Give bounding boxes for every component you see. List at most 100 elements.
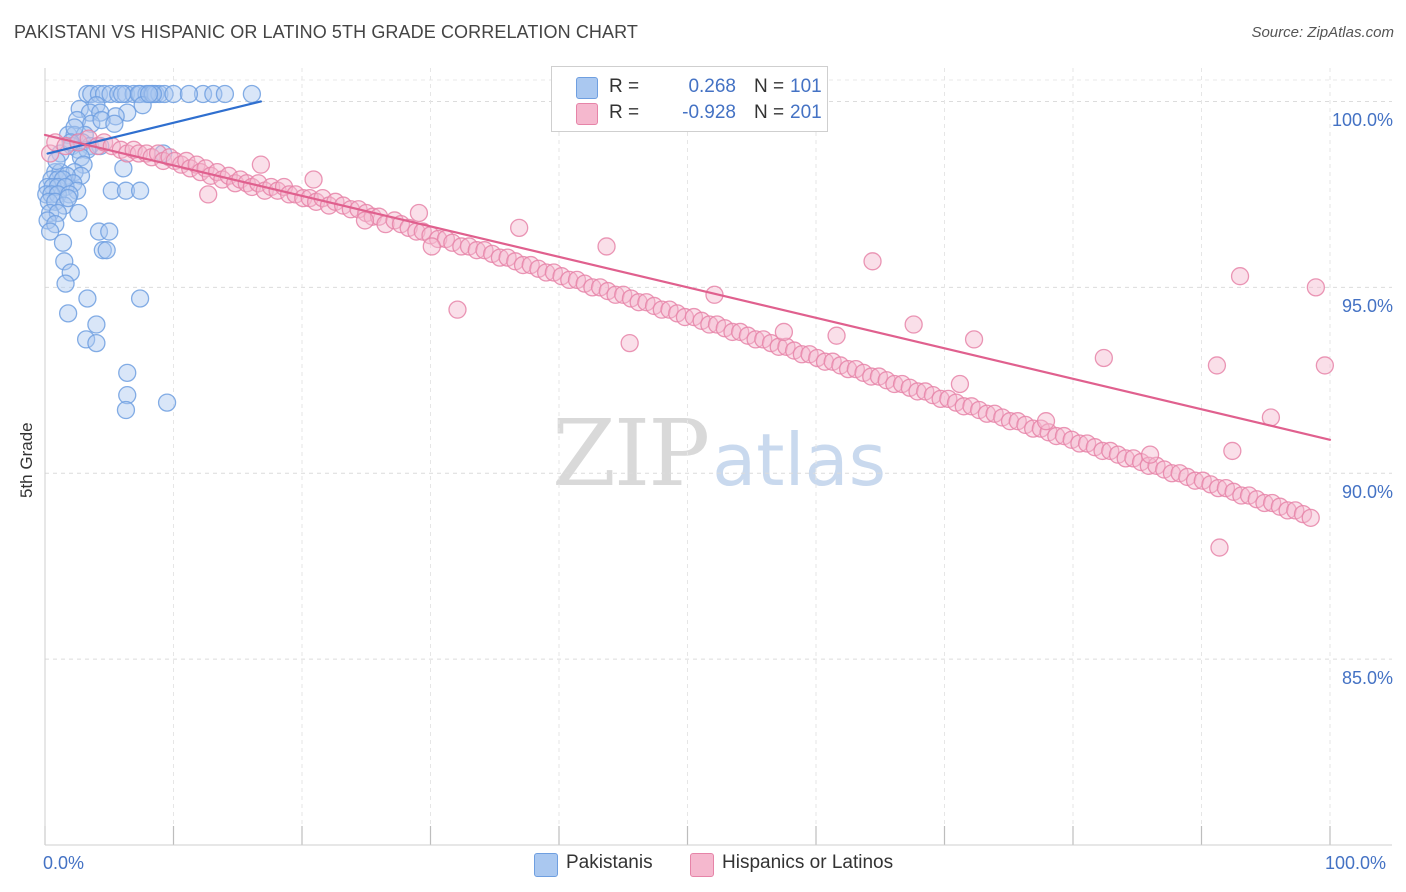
pakistanis-point: [179, 84, 199, 104]
pakistanis-point: [82, 84, 101, 104]
x-tick-label-min: 0.0%: [43, 853, 85, 873]
hispanics-point: [1070, 434, 1089, 453]
pakistanis-point: [71, 166, 91, 185]
hispanics-point: [1301, 508, 1320, 527]
pakistanis-point: [61, 263, 80, 282]
hispanics-point: [467, 241, 486, 260]
hispanics-point: [1185, 471, 1205, 490]
pakistanis-point: [55, 252, 74, 271]
legend-label-hispanics: Hispanics or Latinos: [722, 852, 894, 873]
hispanics-point: [1232, 486, 1251, 505]
chart-source: Source: ZipAtlas.com: [1251, 24, 1394, 41]
pakistanis-point: [130, 289, 150, 308]
hispanics-point: [510, 218, 529, 238]
y-tick-label: 85.0%: [1341, 668, 1393, 689]
pakistanis-point: [48, 203, 67, 223]
hispanics-point: [583, 278, 602, 297]
hispanics-point: [1306, 278, 1326, 297]
pakistanis-point: [143, 84, 163, 104]
hispanics-point: [1209, 478, 1228, 498]
pakistanis-point: [112, 84, 132, 104]
pakistanis-point: [87, 315, 106, 334]
hispanics-point: [1047, 426, 1066, 446]
pakistanis-point: [87, 333, 106, 353]
pakistanis-point: [67, 110, 87, 130]
pakistanis-point: [157, 393, 177, 412]
pakistanis-point: [100, 222, 119, 241]
pakistanis-point: [114, 159, 133, 178]
hispanics-point: [908, 382, 927, 401]
pakistanis-point: [53, 233, 73, 252]
hispanics-point: [827, 326, 846, 345]
hispanics-point: [355, 211, 375, 230]
hispanics-point: [251, 155, 271, 174]
pakistanis-point: [164, 84, 183, 104]
hispanics-point: [448, 300, 467, 319]
pakistanis-point: [130, 181, 150, 200]
hispanics-point: [490, 248, 510, 267]
legend-r-label: R =: [609, 76, 640, 97]
pakistanis-point: [58, 188, 78, 208]
pakistanis-point: [116, 400, 136, 420]
y-tick-label: 90.0%: [1341, 482, 1393, 503]
legend-n-value: 201: [790, 102, 822, 123]
pakistanis-point: [89, 222, 109, 241]
axes: [44, 68, 1392, 846]
pakistanis-point: [116, 84, 136, 104]
hispanics-point: [1116, 449, 1135, 468]
legend-r-value: 0.268: [688, 76, 736, 97]
legend-n-label: N =: [754, 76, 785, 97]
pakistanis-point: [139, 84, 159, 104]
pakistanis-point: [56, 274, 75, 293]
pakistanis-point: [70, 99, 89, 119]
hispanics-point: [904, 315, 923, 334]
pakistanis-point: [65, 118, 84, 137]
hispanics-point: [560, 270, 579, 290]
legend-r-label: R =: [609, 102, 640, 123]
hispanics-point: [620, 333, 639, 353]
hispanics-point: [629, 293, 648, 312]
legend-label-pakistanis: Pakistanis: [566, 852, 653, 873]
hispanics-point: [429, 229, 448, 249]
series-legend: Pakistanis Hispanics or Latinos: [0, 852, 1406, 878]
hispanics-point: [885, 374, 904, 394]
pakistanis-point: [118, 386, 137, 405]
hispanics-point: [513, 255, 533, 275]
hispanics-point: [1094, 348, 1113, 368]
hispanics-trend-line: [43, 133, 1332, 441]
pakistanis-point: [106, 107, 125, 126]
hispanics-point: [977, 404, 997, 423]
chart-title: PAKISTANI VS HISPANIC OR LATINO 5TH GRAD…: [14, 22, 638, 42]
hispanics-point: [838, 359, 858, 379]
hispanics-point: [774, 322, 794, 342]
hispanics-point: [606, 285, 625, 304]
legend-swatch-hispanics: [690, 853, 714, 877]
pakistanis-point: [193, 84, 213, 104]
hispanics-point: [1255, 493, 1274, 513]
hispanics-point: [1036, 412, 1056, 431]
trend-lines: [43, 100, 1332, 441]
legend-n-value: 101: [790, 76, 822, 97]
hispanics-point: [862, 367, 881, 386]
pakistanis-point: [78, 289, 97, 308]
pakistanis-point: [150, 84, 169, 104]
hispanics-point: [199, 185, 218, 204]
x-tick-label-max: 100.0%: [1325, 853, 1387, 873]
series-pakistanis-points: [37, 84, 262, 420]
pakistanis-point: [118, 363, 137, 383]
hispanics-point: [452, 237, 471, 256]
hispanics-point: [792, 345, 812, 364]
hispanics-point: [1230, 267, 1250, 286]
hispanics-point: [723, 322, 742, 342]
watermark: ZIPatlas: [552, 400, 886, 507]
y-tick-label: 95.0%: [1341, 296, 1393, 317]
hispanics-point: [537, 263, 556, 282]
hispanics-point: [964, 330, 984, 349]
legend-r-value: -0.928: [682, 102, 736, 123]
pakistanis-point: [215, 84, 235, 104]
pakistanis-point: [116, 181, 136, 200]
hispanics-point: [597, 237, 616, 256]
hispanics-point: [1140, 445, 1160, 464]
hispanics-point: [954, 397, 973, 416]
pakistanis-point: [102, 181, 121, 200]
